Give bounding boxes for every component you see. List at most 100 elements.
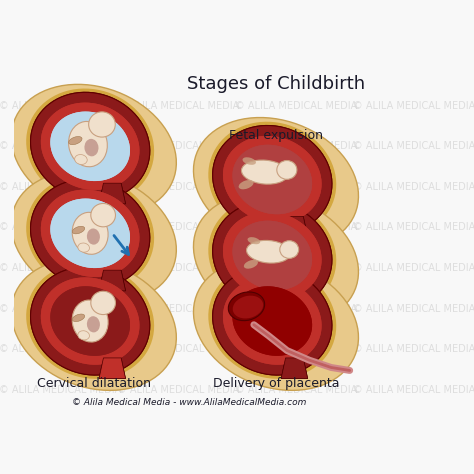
Polygon shape <box>50 199 130 268</box>
Text: © ALILA MEDICAL MEDIA: © ALILA MEDICAL MEDIA <box>236 303 358 313</box>
Text: © ALILA MEDICAL MEDIA: © ALILA MEDICAL MEDIA <box>236 182 358 192</box>
Polygon shape <box>50 199 130 268</box>
Text: © ALILA MEDICAL MEDIA: © ALILA MEDICAL MEDIA <box>0 263 122 273</box>
Polygon shape <box>30 92 150 201</box>
Text: © ALILA MEDICAL MEDIA: © ALILA MEDICAL MEDIA <box>354 303 474 313</box>
Ellipse shape <box>244 260 258 269</box>
Text: © ALILA MEDICAL MEDIA: © ALILA MEDICAL MEDIA <box>354 384 474 395</box>
Polygon shape <box>232 221 312 290</box>
Polygon shape <box>223 136 322 223</box>
Ellipse shape <box>233 296 263 319</box>
Ellipse shape <box>72 226 85 234</box>
Polygon shape <box>193 259 358 391</box>
Polygon shape <box>223 212 322 299</box>
Polygon shape <box>99 183 126 204</box>
Ellipse shape <box>78 331 90 340</box>
Ellipse shape <box>78 243 90 252</box>
Polygon shape <box>11 172 176 302</box>
Ellipse shape <box>72 300 108 342</box>
Polygon shape <box>232 286 312 356</box>
Polygon shape <box>11 259 176 391</box>
Text: Delivery of placenta: Delivery of placenta <box>213 377 339 390</box>
Polygon shape <box>50 111 130 181</box>
Text: © ALILA MEDICAL MEDIA: © ALILA MEDICAL MEDIA <box>236 141 358 151</box>
Ellipse shape <box>87 228 100 245</box>
Polygon shape <box>50 111 130 181</box>
Polygon shape <box>50 286 130 356</box>
Text: © ALILA MEDICAL MEDIA: © ALILA MEDICAL MEDIA <box>354 101 474 111</box>
Polygon shape <box>41 102 139 190</box>
Text: Stages of Childbirth: Stages of Childbirth <box>187 74 365 92</box>
Text: © ALILA MEDICAL MEDIA: © ALILA MEDICAL MEDIA <box>118 101 240 111</box>
Polygon shape <box>281 358 308 379</box>
Ellipse shape <box>241 160 288 184</box>
Polygon shape <box>99 270 126 291</box>
Polygon shape <box>26 263 154 379</box>
Polygon shape <box>213 201 332 310</box>
Text: © ALILA MEDICAL MEDIA: © ALILA MEDICAL MEDIA <box>354 263 474 273</box>
Ellipse shape <box>69 121 107 167</box>
Text: © ALILA MEDICAL MEDIA: © ALILA MEDICAL MEDIA <box>118 141 240 151</box>
Text: © ALILA MEDICAL MEDIA: © ALILA MEDICAL MEDIA <box>0 384 122 395</box>
Polygon shape <box>281 358 308 379</box>
Ellipse shape <box>246 240 291 263</box>
Polygon shape <box>208 122 336 237</box>
Text: © ALILA MEDICAL MEDIA: © ALILA MEDICAL MEDIA <box>0 101 122 111</box>
Text: © ALILA MEDICAL MEDIA: © ALILA MEDICAL MEDIA <box>354 344 474 354</box>
Text: © ALILA MEDICAL MEDIA: © ALILA MEDICAL MEDIA <box>118 344 240 354</box>
Text: © ALILA MEDICAL MEDIA: © ALILA MEDICAL MEDIA <box>118 263 240 273</box>
Polygon shape <box>26 175 154 291</box>
Polygon shape <box>26 89 154 204</box>
Text: © ALILA MEDICAL MEDIA: © ALILA MEDICAL MEDIA <box>236 344 358 354</box>
Text: © ALILA MEDICAL MEDIA: © ALILA MEDICAL MEDIA <box>354 222 474 232</box>
Ellipse shape <box>91 203 116 227</box>
Ellipse shape <box>91 291 116 315</box>
Polygon shape <box>281 216 308 237</box>
Polygon shape <box>30 179 150 287</box>
Polygon shape <box>213 201 332 310</box>
Polygon shape <box>99 358 126 379</box>
Ellipse shape <box>247 237 260 244</box>
Text: Cervical dilatation: Cervical dilatation <box>37 377 151 390</box>
Ellipse shape <box>69 137 82 145</box>
Ellipse shape <box>84 139 99 156</box>
Text: Fetal expulsion: Fetal expulsion <box>229 129 323 142</box>
Text: © ALILA MEDICAL MEDIA: © ALILA MEDICAL MEDIA <box>0 344 122 354</box>
Polygon shape <box>30 267 150 375</box>
Polygon shape <box>50 286 130 356</box>
Text: © ALILA MEDICAL MEDIA: © ALILA MEDICAL MEDIA <box>0 303 122 313</box>
Ellipse shape <box>72 314 85 321</box>
Text: © ALILA MEDICAL MEDIA: © ALILA MEDICAL MEDIA <box>236 384 358 395</box>
Polygon shape <box>281 292 308 313</box>
Polygon shape <box>223 277 322 365</box>
Polygon shape <box>41 190 139 277</box>
Polygon shape <box>223 136 322 223</box>
Text: © ALILA MEDICAL MEDIA: © ALILA MEDICAL MEDIA <box>118 303 240 313</box>
Polygon shape <box>213 267 332 375</box>
Polygon shape <box>41 190 139 277</box>
Polygon shape <box>193 118 358 249</box>
Ellipse shape <box>280 241 299 258</box>
Polygon shape <box>193 193 358 325</box>
Polygon shape <box>99 358 126 379</box>
Text: © ALILA MEDICAL MEDIA: © ALILA MEDICAL MEDIA <box>236 101 358 111</box>
Text: © ALILA MEDICAL MEDIA: © ALILA MEDICAL MEDIA <box>354 141 474 151</box>
Ellipse shape <box>228 292 264 320</box>
Ellipse shape <box>75 155 87 164</box>
Ellipse shape <box>72 212 108 255</box>
Polygon shape <box>232 145 312 214</box>
Polygon shape <box>281 216 308 237</box>
Polygon shape <box>213 126 332 234</box>
Text: © Alila Medical Media - www.AlilaMedicalMedia.com: © Alila Medical Media - www.AlilaMedical… <box>72 399 306 407</box>
Polygon shape <box>30 267 150 375</box>
Polygon shape <box>208 263 336 379</box>
Text: © ALILA MEDICAL MEDIA: © ALILA MEDICAL MEDIA <box>0 141 122 151</box>
Text: © ALILA MEDICAL MEDIA: © ALILA MEDICAL MEDIA <box>354 182 474 192</box>
Text: © ALILA MEDICAL MEDIA: © ALILA MEDICAL MEDIA <box>118 222 240 232</box>
Polygon shape <box>30 179 150 287</box>
Polygon shape <box>99 270 126 291</box>
Text: © ALILA MEDICAL MEDIA: © ALILA MEDICAL MEDIA <box>236 222 358 232</box>
Polygon shape <box>41 102 139 190</box>
Text: © ALILA MEDICAL MEDIA: © ALILA MEDICAL MEDIA <box>118 182 240 192</box>
Polygon shape <box>41 277 139 365</box>
